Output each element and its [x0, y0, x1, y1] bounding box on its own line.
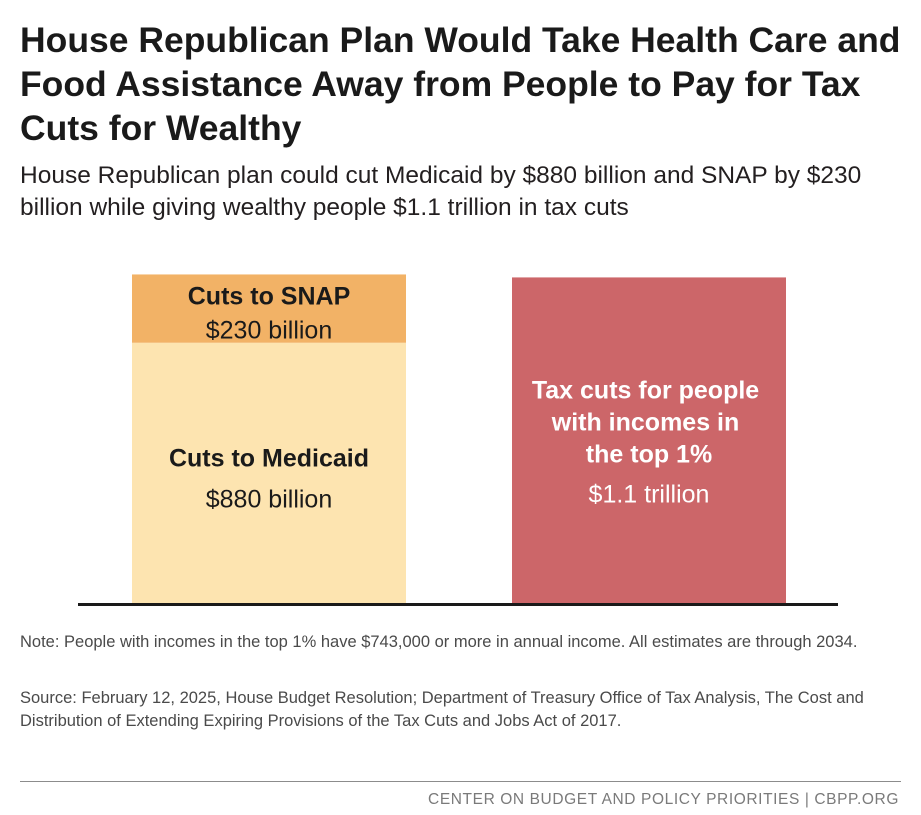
snap-value-label: $230 billion [206, 317, 333, 345]
tax-cuts-label-line-3: the top 1% [586, 441, 712, 469]
bar-segment-medicaid [132, 342, 406, 604]
chart-title: House Republican Plan Would Take Health … [20, 20, 901, 148]
chart-note: Note: People with incomes in the top 1% … [20, 633, 858, 651]
snap-label: Cuts to SNAP [188, 283, 351, 311]
medicaid-value-label: $880 billion [206, 485, 333, 513]
medicaid-label: Cuts to Medicaid [169, 444, 369, 472]
footer-credit: CENTER ON BUDGET AND POLICY PRIORITIES |… [428, 791, 899, 808]
tax-cuts-label: Tax cuts for people with incomes in the … [532, 377, 766, 469]
bar-segment-snap [132, 274, 406, 343]
tax-cuts-label-line-2: with incomes in [551, 409, 740, 437]
footer-divider [20, 781, 901, 782]
bar-chart: Cuts to Medicaid $880 billion Cuts to SN… [78, 274, 838, 606]
bar-segment-tax-cuts [512, 277, 786, 604]
chart-source: Source: February 12, 2025, House Budget … [20, 689, 864, 730]
tax-cuts-label-line-1: Tax cuts for people [532, 377, 759, 405]
tax-cuts-value-label: $1.1 trillion [589, 481, 710, 509]
chart-subtitle: House Republican plan could cut Medicaid… [20, 162, 862, 221]
